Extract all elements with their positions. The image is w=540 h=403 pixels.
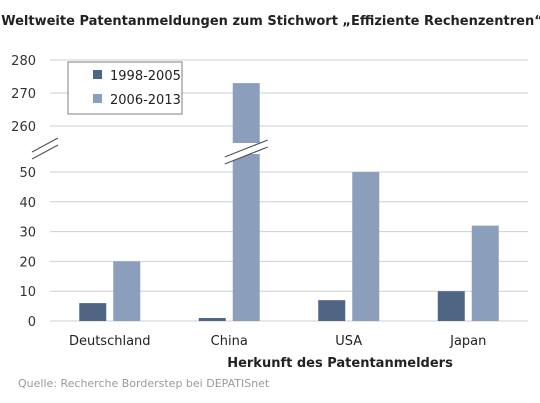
x-category-label: USA: [335, 334, 362, 349]
legend-label-2006-2013: 2006-2013: [110, 93, 181, 108]
axis-break-gap: [32, 138, 58, 159]
bar-china-20062013-lower: [232, 154, 260, 321]
bar-break-line: [224, 146, 268, 165]
legend-label-1998-2005: 1998-2005: [110, 69, 181, 84]
bar-japan-20062013: [471, 225, 499, 321]
bar-deutschland-20062013: [113, 261, 141, 321]
y-tick-label: 270: [11, 87, 36, 102]
y-axis-ticks: 0 10 20 30 40 50 260 270 280: [11, 54, 36, 330]
axis-break-marks: [31, 137, 268, 165]
axis-break-line: [31, 137, 59, 153]
y-tick-label: 30: [19, 226, 36, 241]
y-tick-label: 10: [19, 285, 36, 300]
legend-swatch-1998-2005: [93, 70, 102, 79]
bar-break-line: [224, 139, 268, 158]
y-tick-label: 50: [19, 166, 36, 181]
legend: 1998-2005 2006-2013: [67, 61, 183, 115]
x-category-label: Deutschland: [69, 334, 151, 349]
y-tick-label: 20: [19, 255, 36, 270]
bar-china-20062013-upper: [232, 83, 260, 143]
legend-swatch-2006-2013: [93, 94, 102, 103]
chart-title: Weltweite Patentanmeldungen zum Stichwor…: [1, 14, 540, 29]
x-category-label: Japan: [449, 334, 486, 349]
bar-usa-19982005: [318, 300, 346, 321]
y-tick-label: 40: [19, 196, 36, 211]
bar-china-19982005: [198, 318, 226, 321]
bar-break-gap: [224, 140, 268, 164]
source-note: Quelle: Recherche Borderstep bei DEPATIS…: [18, 377, 270, 390]
x-axis-label: Herkunft des Patentanmelders: [227, 356, 453, 371]
x-category-label: China: [211, 334, 248, 349]
bar-japan-19982005: [437, 291, 465, 321]
bars: [79, 83, 499, 321]
y-tick-label: 0: [28, 315, 36, 330]
bar-usa-20062013: [352, 172, 380, 321]
legend-box: [67, 61, 183, 115]
axis-break-line: [31, 144, 59, 160]
x-axis-categories: Deutschland China USA Japan: [69, 334, 486, 349]
y-tick-label: 260: [11, 120, 36, 135]
y-tick-label: 280: [11, 54, 36, 69]
bar-deutschland-19982005: [79, 303, 107, 321]
